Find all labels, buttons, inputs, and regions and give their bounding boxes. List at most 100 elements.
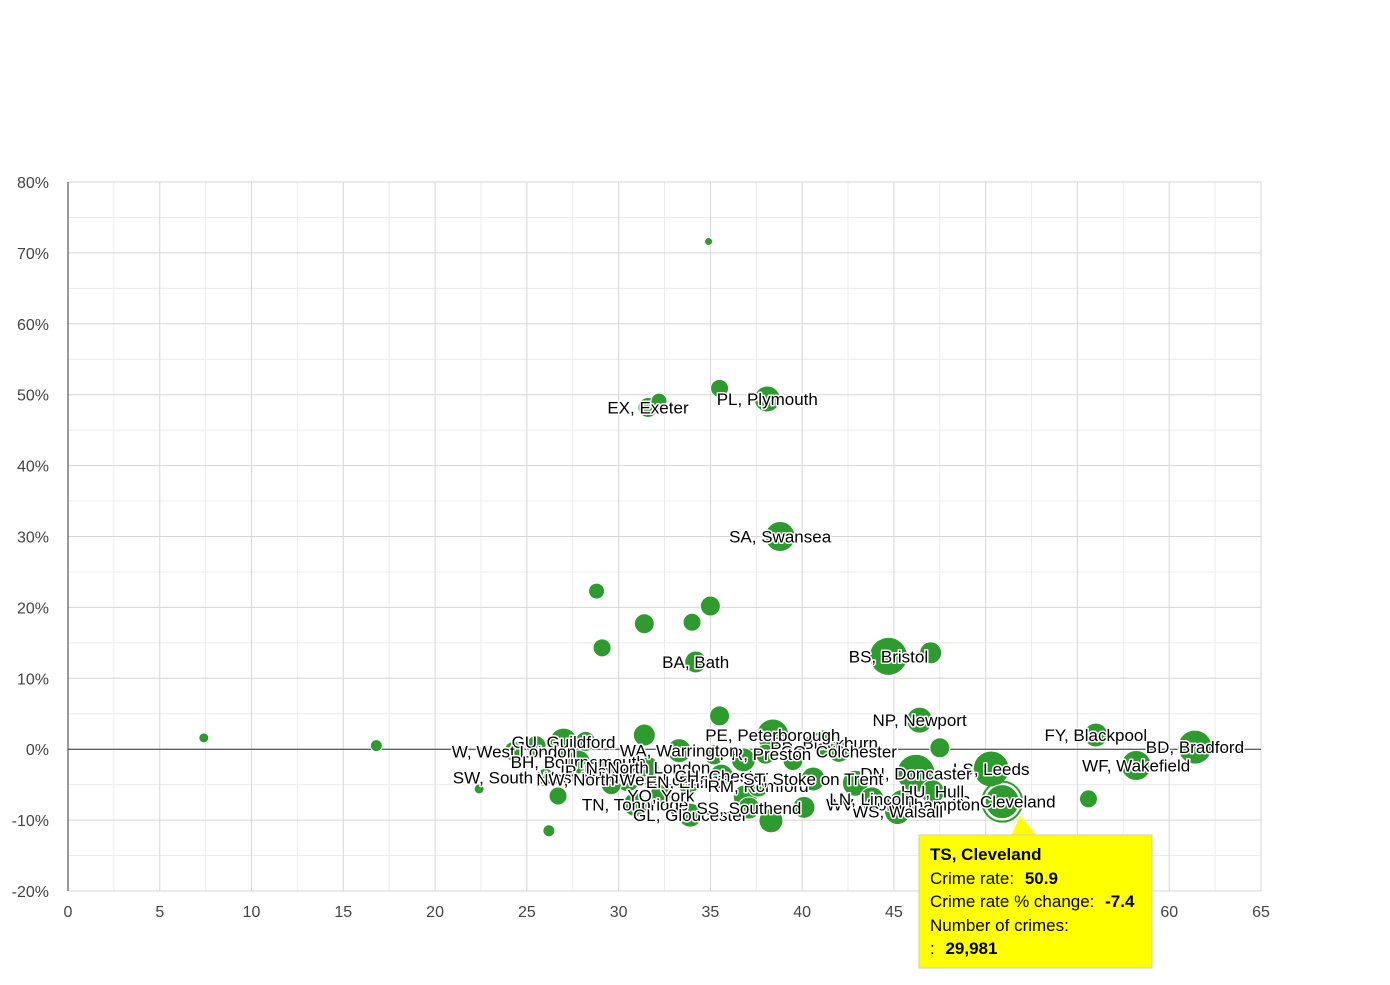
x-tick-label: 0 — [64, 904, 73, 921]
bubble-point[interactable] — [632, 723, 656, 747]
tooltip-count-value: 29,981 — [945, 939, 997, 958]
bubble-point[interactable] — [1120, 750, 1152, 782]
bubble-point[interactable] — [704, 237, 714, 247]
bubble-point[interactable] — [984, 784, 1020, 820]
y-tick-label: 50% — [17, 388, 49, 405]
bubble-point[interactable] — [709, 705, 731, 727]
bubble-point[interactable] — [592, 638, 612, 658]
bubble-label: LS, Leeds — [953, 760, 1030, 779]
bubbles — [198, 237, 1213, 838]
tooltip-box — [918, 834, 1153, 969]
tooltip-rate-value: 50.9 — [1025, 869, 1058, 888]
bubble-point[interactable] — [473, 783, 485, 795]
bubble-point[interactable] — [782, 750, 804, 772]
bubble-point[interactable] — [708, 763, 734, 789]
bubble-point[interactable] — [622, 792, 648, 818]
bubble-label: NW, North West London — [536, 771, 719, 790]
bubble-point[interactable] — [503, 740, 525, 762]
highlight-ring — [981, 780, 1024, 823]
bubble-point[interactable] — [565, 749, 591, 775]
x-tick-label: 5 — [155, 904, 164, 921]
bubble-point[interactable] — [746, 774, 770, 798]
bubble-point[interactable] — [666, 738, 692, 764]
bubble-label: YO, York — [627, 786, 695, 805]
bubble-point[interactable] — [369, 739, 383, 753]
bubble-point[interactable] — [650, 392, 668, 410]
y-tick-label: 30% — [17, 530, 49, 547]
bubble-label: WS, Walsall — [852, 803, 943, 822]
x-tick-label: 10 — [243, 904, 261, 921]
bubble-point[interactable] — [548, 786, 568, 806]
bubble-point[interactable] — [868, 636, 908, 676]
bubble-label: DN, Doncaster — [860, 764, 972, 783]
bubble-point[interactable] — [699, 595, 721, 617]
bubble-point[interactable] — [730, 747, 756, 773]
bubble-label: PR, Preston — [720, 745, 812, 764]
bubble-point[interactable] — [525, 735, 547, 757]
bubble-label: SS, Southend — [696, 799, 801, 818]
bubble-label: EX, Exeter — [607, 398, 689, 417]
bubble-point[interactable] — [588, 582, 606, 600]
x-tick-label: 25 — [518, 904, 536, 921]
bubble-labels: PL, Plymouth EX, Exeter SA, Swansea BA, Bat… — [450, 388, 1245, 826]
bubble-point[interactable] — [758, 808, 784, 834]
y-tick-label: 80% — [17, 175, 49, 192]
bubble-label: WA, Warrington — [620, 742, 739, 761]
bubble-point[interactable] — [535, 768, 555, 788]
tooltip-pointer — [1011, 815, 1037, 836]
bubble-point[interactable] — [684, 650, 708, 674]
x-tick-label: 20 — [426, 904, 444, 921]
bubble-point[interactable] — [827, 739, 851, 763]
bubble-point[interactable] — [542, 824, 556, 838]
bubble-point[interactable] — [764, 521, 796, 552]
bubble-point[interactable] — [800, 766, 826, 792]
x-tick-label: 45 — [885, 904, 903, 921]
bubble-point[interactable] — [929, 737, 951, 759]
bubble-point[interactable] — [600, 774, 622, 796]
y-tick-label: 60% — [17, 317, 49, 334]
tooltip-change-label: Crime rate % change: — [930, 892, 1094, 911]
tooltip-count-prefix: : — [930, 939, 935, 958]
bubble-point[interactable] — [1177, 729, 1213, 765]
bubble-label: CH, Chester — [675, 767, 769, 786]
bubble-point[interactable] — [682, 612, 702, 632]
bubble-label: CO, Colchester — [781, 742, 898, 761]
bubble-point[interactable] — [919, 779, 945, 805]
bubble-point[interactable] — [737, 796, 761, 820]
bubble-point[interactable] — [198, 732, 210, 744]
bubble-point[interactable] — [1078, 789, 1098, 809]
bubble-point[interactable] — [919, 641, 943, 665]
bubble-point[interactable] — [792, 795, 816, 819]
bubble-point[interactable] — [1083, 722, 1109, 748]
x-tick-label: 15 — [334, 904, 352, 921]
x-tick-label: 60 — [1160, 904, 1178, 921]
bubble-label: HU, Hull — [901, 783, 964, 802]
bubble-point[interactable] — [859, 786, 885, 812]
bubble-point[interactable] — [754, 743, 776, 765]
bubble-point[interactable] — [906, 706, 934, 734]
bubble-point[interactable] — [575, 730, 597, 752]
tooltip-rate-label: Crime rate: — [930, 869, 1014, 888]
bubble-label: LN, Lincoln — [829, 790, 914, 809]
bubble-point[interactable] — [677, 802, 703, 828]
bubble-point[interactable] — [841, 769, 869, 797]
x-tick-label: 65 — [1252, 904, 1270, 921]
bubble-point[interactable] — [710, 378, 730, 398]
bubble-point[interactable] — [675, 769, 701, 795]
bubble-point[interactable] — [633, 613, 655, 635]
bubble-point[interactable] — [884, 798, 912, 826]
bubble-point[interactable] — [753, 385, 781, 413]
bubble-label: IP, Ipswich — [560, 762, 640, 781]
bubble-point[interactable] — [636, 756, 660, 780]
x-tick-label: 40 — [793, 904, 811, 921]
bubble-point[interactable] — [703, 744, 725, 766]
bubble-label: BA, Bath — [662, 653, 729, 672]
bubble-label: SA, Swansea — [729, 528, 832, 547]
bubble-label: FY, Blackpool — [1044, 726, 1147, 745]
bubble-point[interactable] — [972, 750, 1010, 788]
bubble-point[interactable] — [649, 783, 673, 807]
y-tick-label: 20% — [17, 600, 49, 617]
bubble-label: ST, Stoke on Trent — [743, 770, 883, 789]
y-tick-label: 10% — [17, 671, 49, 688]
